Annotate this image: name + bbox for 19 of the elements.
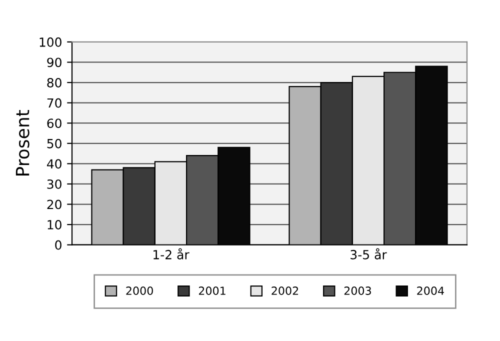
- legend-label: 2003: [344, 286, 371, 295]
- y-tick-label: 40: [46, 159, 62, 169]
- y-tick-label: 0: [55, 240, 62, 250]
- legend-label: 2000: [126, 286, 153, 295]
- y-tick-label: 20: [47, 200, 62, 210]
- y-tick-label: 90: [47, 58, 62, 68]
- y-axis-title: Prosent: [16, 110, 30, 176]
- y-tick-label: 80: [47, 78, 62, 88]
- y-tick-label: 100: [40, 37, 62, 47]
- legend-label: 2004: [417, 286, 444, 295]
- x-tick-label: 1-2 år: [154, 248, 190, 260]
- legend-label: 2001: [198, 286, 226, 295]
- y-tick-label: 30: [47, 179, 62, 189]
- x-tick-label: 3-5 år: [350, 248, 387, 260]
- y-tick-label: 10: [48, 220, 62, 230]
- y-tick-label: 50: [47, 138, 62, 148]
- legend-label: 2002: [272, 286, 298, 295]
- y-tick-label: 60: [47, 118, 62, 128]
- y-tick-label: 70: [47, 98, 62, 108]
